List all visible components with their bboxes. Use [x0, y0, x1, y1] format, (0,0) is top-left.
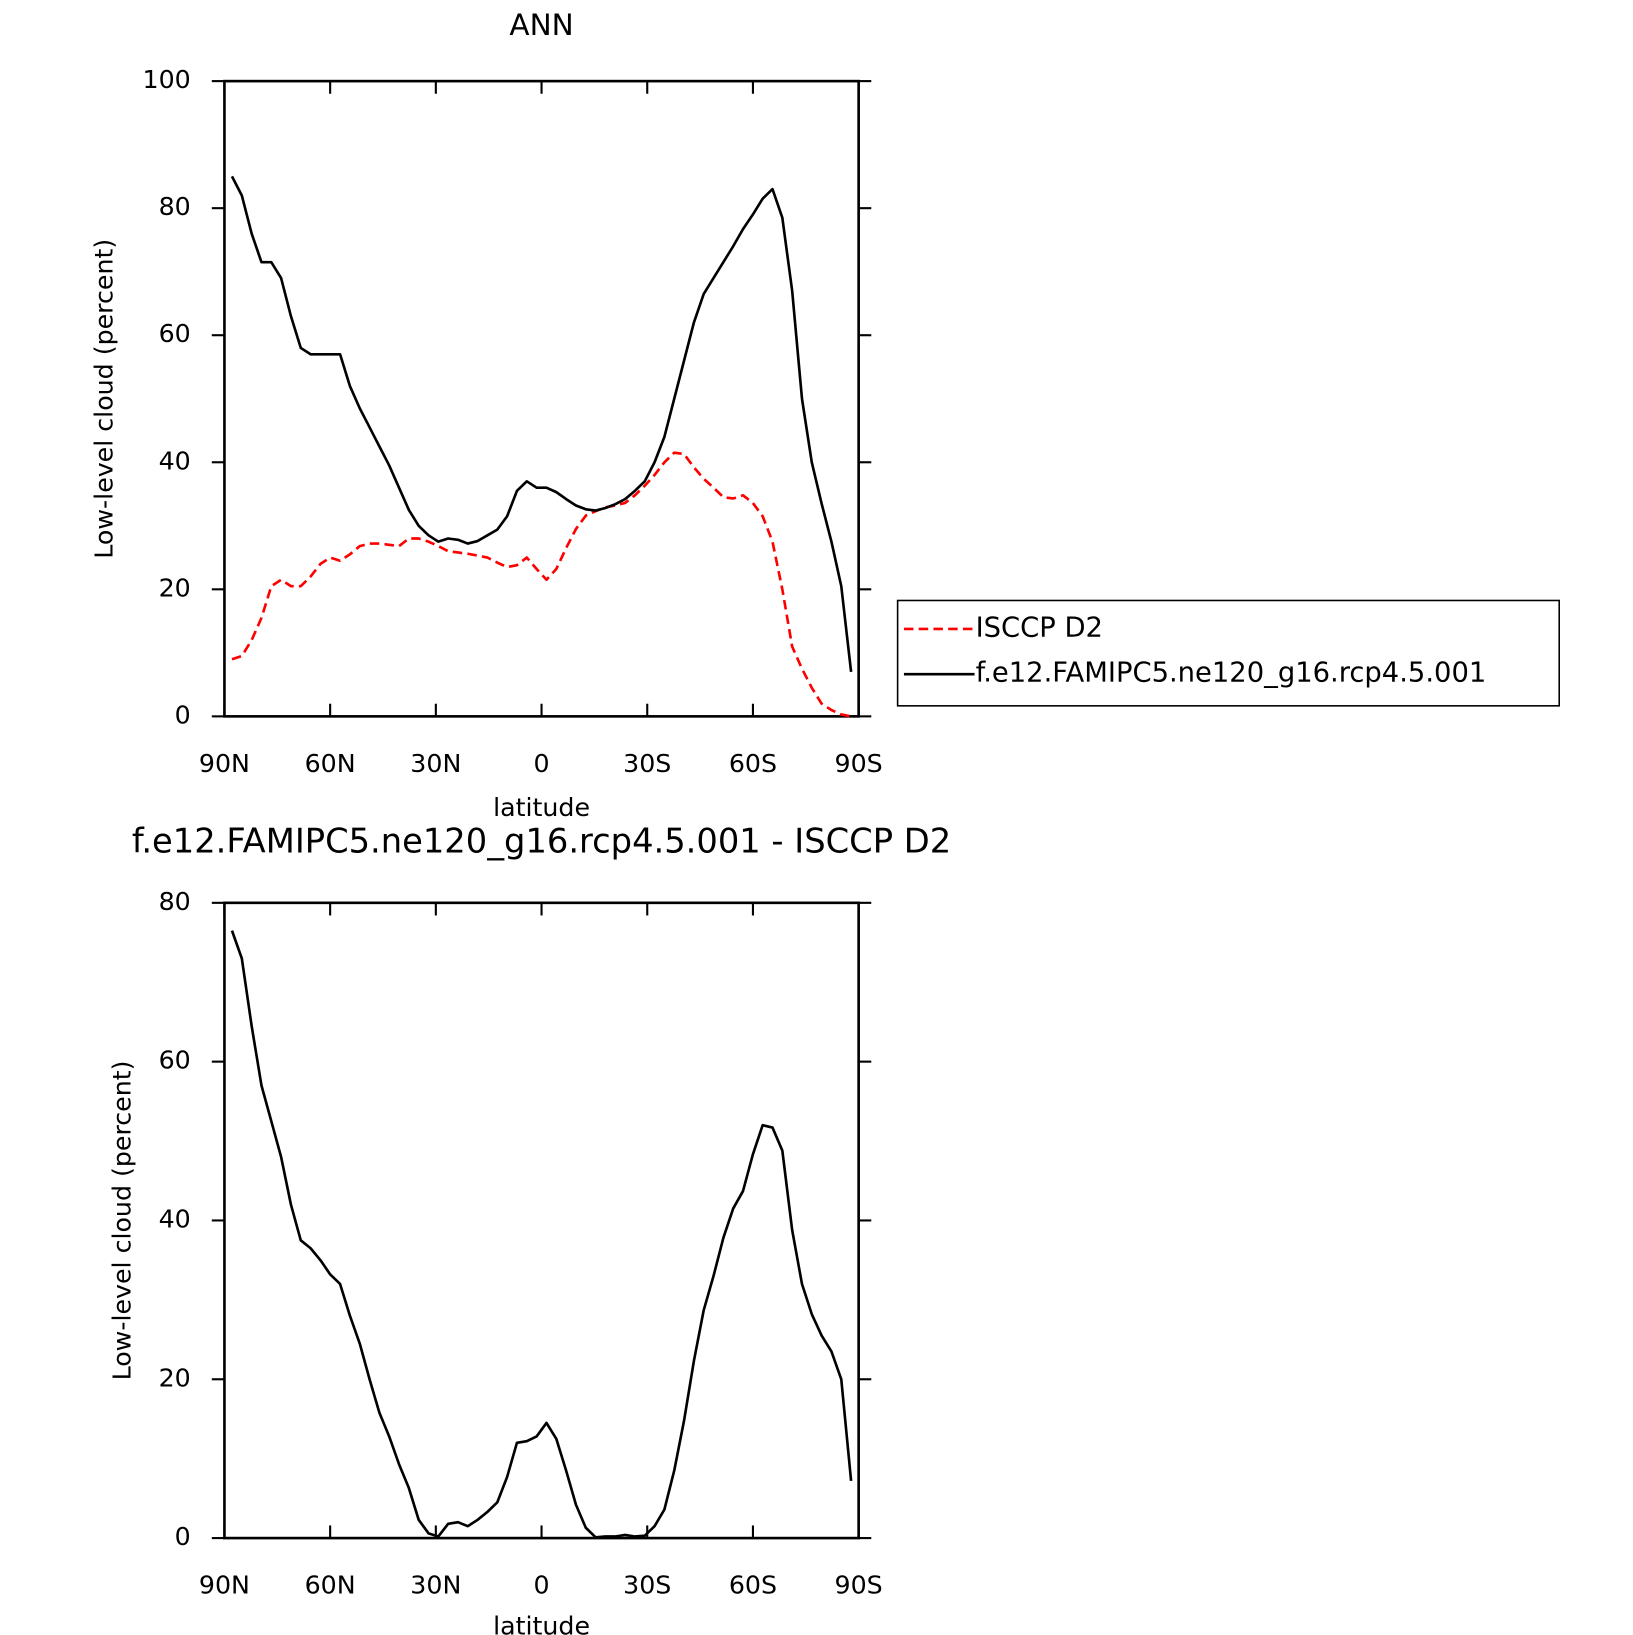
legend-box: [896, 599, 1560, 707]
legend-label: ISCCP D2: [976, 612, 1103, 643]
x-tick-label: 0: [534, 749, 550, 778]
x-tick-label: 90N: [199, 1571, 250, 1600]
y-tick-label: 100: [142, 65, 190, 94]
y-tick-label: 0: [175, 700, 191, 729]
x-tick-label: 90S: [835, 1571, 883, 1600]
y-tick-label: 40: [159, 1204, 191, 1233]
x-tick-label: 90S: [835, 749, 883, 778]
x-tick-label: 0: [534, 1571, 550, 1600]
chart-title: f.e12.FAMIPC5.ne120_g16.rcp4.5.001 - ISC…: [132, 821, 951, 860]
x-tick-label: 90N: [199, 749, 250, 778]
series-line: [230, 175, 853, 673]
x-tick-label: 30S: [623, 1571, 671, 1600]
x-axis-label: latitude: [493, 1612, 590, 1635]
series-line: [230, 930, 853, 1539]
y-tick-label: 60: [159, 1046, 191, 1075]
x-tick-label: 30N: [410, 749, 461, 778]
y-axis-label: Low-level cloud (percent): [107, 1060, 136, 1380]
x-tick-label: 60N: [305, 1571, 356, 1600]
x-axis-label: latitude: [493, 793, 590, 822]
legend-label: f.e12.FAMIPC5.ne120_g16.rcp4.5.001: [976, 658, 1487, 689]
y-axis-label: Low-level cloud (percent): [89, 239, 118, 559]
y-tick-label: 80: [159, 887, 191, 916]
y-tick-label: 80: [159, 192, 191, 221]
x-tick-label: 60N: [305, 749, 356, 778]
y-tick-label: 40: [159, 446, 191, 475]
x-tick-label: 30N: [410, 1571, 461, 1600]
y-tick-label: 60: [159, 319, 191, 348]
x-tick-label: 30S: [623, 749, 671, 778]
plot-frame: [223, 901, 860, 1540]
x-tick-label: 60S: [729, 749, 777, 778]
y-tick-label: 20: [159, 573, 191, 602]
y-tick-label: 0: [175, 1522, 191, 1551]
x-tick-label: 60S: [729, 1571, 777, 1600]
y-tick-label: 20: [159, 1363, 191, 1392]
series-line: [231, 451, 852, 718]
plot-frame: [223, 79, 860, 718]
chart-title: ANN: [509, 8, 573, 42]
